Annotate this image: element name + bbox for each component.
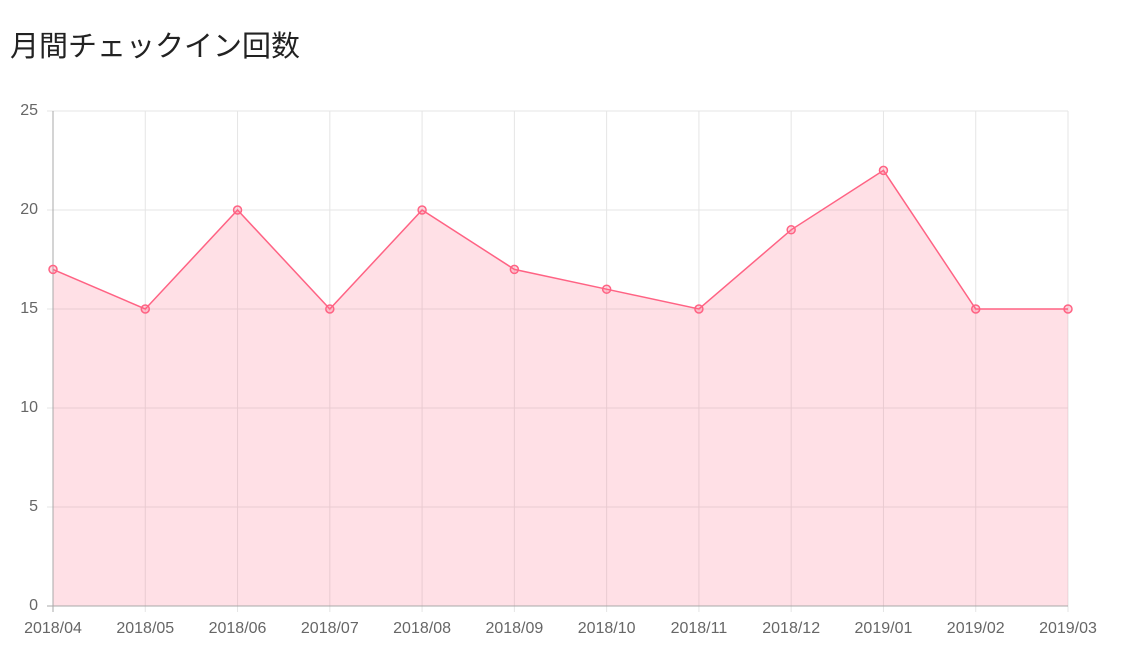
x-tick-label: 2018/04	[24, 620, 82, 637]
x-tick-label: 2019/03	[1039, 620, 1097, 637]
x-tick-label: 2018/11	[671, 620, 728, 637]
data-point[interactable]	[509, 264, 520, 275]
y-tick-label: 0	[29, 597, 38, 614]
x-tick-label: 2018/12	[762, 620, 820, 637]
x-tick-label: 2019/01	[855, 620, 913, 637]
data-point[interactable]	[48, 264, 58, 275]
chart-axes	[52, 111, 1068, 607]
chart-grid	[47, 110, 1069, 612]
x-tick-label: 2018/09	[485, 620, 543, 637]
data-point[interactable]	[325, 304, 335, 314]
y-tick-label: 15	[20, 300, 38, 317]
data-point[interactable]	[786, 225, 796, 235]
data-point[interactable]	[140, 304, 151, 314]
series-line	[52, 169, 1068, 311]
x-tick-label: 2018/08	[393, 620, 451, 637]
x-tick-label: 2019/02	[947, 620, 1005, 637]
chart-area-layer	[53, 170, 1068, 606]
data-point[interactable]	[232, 205, 243, 215]
x-tick-label: 2018/10	[578, 620, 636, 637]
x-tick-label: 2018/07	[301, 620, 359, 637]
y-tick-label: 25	[20, 102, 38, 119]
y-axis-tick-labels: 0 5 10 15 20 25	[20, 102, 38, 614]
data-point[interactable]	[1063, 304, 1073, 314]
data-point[interactable]	[878, 165, 889, 176]
page-title: 月間チェックイン回数	[10, 29, 301, 63]
chart-line-layer	[52, 169, 1068, 311]
x-axis-tick-labels: 2018/04 2018/05 2018/06 2018/07 2018/08 2018/…	[24, 620, 1097, 637]
y-tick-label: 10	[20, 399, 38, 416]
data-point[interactable]	[601, 284, 612, 294]
x-tick-label: 2018/05	[116, 620, 174, 637]
chart-points	[48, 165, 1073, 314]
data-point[interactable]	[694, 304, 704, 314]
y-tick-label: 20	[20, 201, 38, 218]
series-area	[53, 170, 1068, 606]
data-point[interactable]	[417, 205, 427, 215]
y-tick-label: 5	[29, 498, 38, 515]
data-point[interactable]	[970, 304, 981, 314]
x-tick-label: 2018/06	[209, 620, 267, 637]
